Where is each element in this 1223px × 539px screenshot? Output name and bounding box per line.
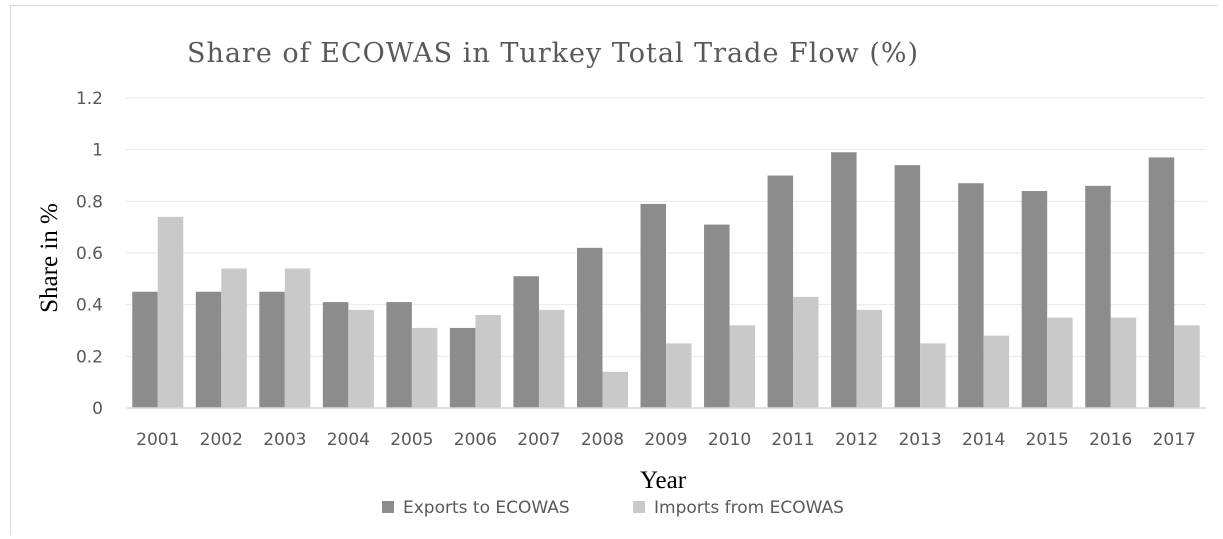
x-tick-label: 2011: [771, 430, 814, 450]
y-tick-label: 0.2: [76, 347, 103, 367]
x-tick-label: 2004: [327, 430, 370, 450]
y-axis-title: Share in %: [36, 203, 63, 313]
bar-imports: [666, 343, 692, 408]
x-tick-label: 2014: [962, 430, 1005, 450]
legend: Exports to ECOWAS Imports from ECOWAS: [382, 498, 844, 518]
legend-label-exports: Exports to ECOWAS: [403, 498, 570, 518]
bar-imports: [983, 335, 1010, 408]
x-tick-label: 2017: [1153, 430, 1196, 450]
bar-imports: [538, 309, 565, 408]
bar-imports: [1047, 317, 1073, 408]
legend-label-imports: Imports from ECOWAS: [654, 498, 844, 518]
bar-imports: [856, 309, 883, 408]
x-tick-label: 2016: [1089, 430, 1132, 450]
bar-exports: [322, 302, 349, 408]
bar-exports: [704, 224, 730, 408]
x-tick-label: 2002: [200, 430, 243, 450]
bar-imports: [920, 343, 946, 408]
bar-imports: [729, 325, 756, 408]
y-axis-ticks: 0 0.2 0.4 0.6 0.8 1 1.2: [76, 89, 103, 419]
bar-imports: [348, 309, 374, 408]
bar-exports: [894, 165, 921, 408]
bar-imports: [411, 327, 438, 408]
y-tick-label: 1.2: [76, 89, 103, 109]
y-tick-label: 0: [92, 399, 103, 419]
bar-exports: [132, 291, 158, 408]
legend-swatch-exports: [382, 501, 394, 513]
x-tick-label: 2012: [835, 430, 878, 450]
bar-exports: [767, 175, 794, 408]
x-tick-label: 2003: [263, 430, 306, 450]
bar-exports: [259, 291, 285, 408]
x-tick-label: 2001: [136, 430, 179, 450]
y-tick-label: 0.4: [76, 296, 103, 316]
bar-exports: [958, 183, 984, 408]
bar-imports: [1110, 317, 1137, 408]
x-tick-label: 2005: [390, 430, 433, 450]
x-axis-title: Year: [640, 467, 687, 494]
bar-exports: [576, 247, 603, 408]
x-tick-label: 2010: [708, 430, 751, 450]
bar-exports: [1021, 191, 1048, 408]
bar-exports: [513, 276, 539, 408]
legend-swatch-imports: [633, 501, 645, 513]
x-tick-label: 2006: [454, 430, 497, 450]
bar-imports: [1174, 325, 1200, 408]
x-tick-label: 2008: [581, 430, 624, 450]
bar-exports: [640, 203, 666, 408]
y-tick-label: 1: [92, 141, 103, 161]
bar-exports: [1085, 185, 1111, 408]
y-tick-label: 0.8: [76, 192, 103, 212]
bar-exports: [1148, 157, 1175, 408]
x-tick-label: 2007: [517, 430, 560, 450]
bar-imports: [221, 268, 247, 408]
bar-imports: [157, 216, 184, 408]
bar-imports: [475, 315, 501, 408]
bar-imports: [284, 268, 311, 408]
bar-exports: [449, 327, 476, 408]
bar-imports: [793, 296, 819, 408]
x-axis-ticks: 2001 2002 2003 2004 2005 2006 2007 2008 2009 2010…: [136, 430, 1196, 450]
chart-frame: [10, 5, 1218, 535]
y-tick-label: 0.6: [76, 244, 103, 264]
chart-title: Share of ECOWAS in Turkey Total Trade Fl…: [187, 38, 919, 69]
bar-exports: [831, 152, 857, 408]
x-tick-label: 2009: [644, 430, 687, 450]
bars: [132, 152, 1200, 408]
bar-exports: [386, 302, 412, 408]
x-tick-label: 2013: [898, 430, 941, 450]
x-tick-label: 2015: [1026, 430, 1069, 450]
bar-exports: [195, 291, 222, 408]
bar-imports: [602, 371, 628, 408]
